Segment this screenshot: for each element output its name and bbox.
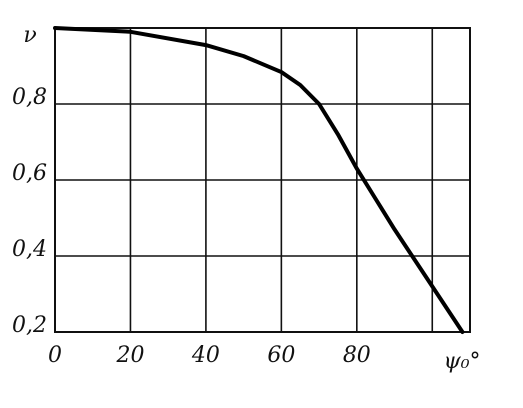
x-axis-label: ψ₀° — [443, 349, 480, 374]
x-tick-label: 80 — [343, 343, 371, 368]
x-tick-label: 40 — [191, 343, 220, 368]
y-tick-label: 0,4 — [12, 237, 47, 262]
x-tick-label: 0 — [48, 343, 62, 368]
curve — [53, 26, 465, 334]
y-tick-label: 0,8 — [12, 85, 47, 110]
y-tick-label: 0,6 — [12, 161, 47, 186]
x-tick-label: 20 — [115, 343, 144, 368]
y-axis-label: ν — [23, 23, 36, 48]
y-tick-label: 0,2 — [12, 313, 47, 338]
x-tick-label: 60 — [267, 343, 295, 368]
